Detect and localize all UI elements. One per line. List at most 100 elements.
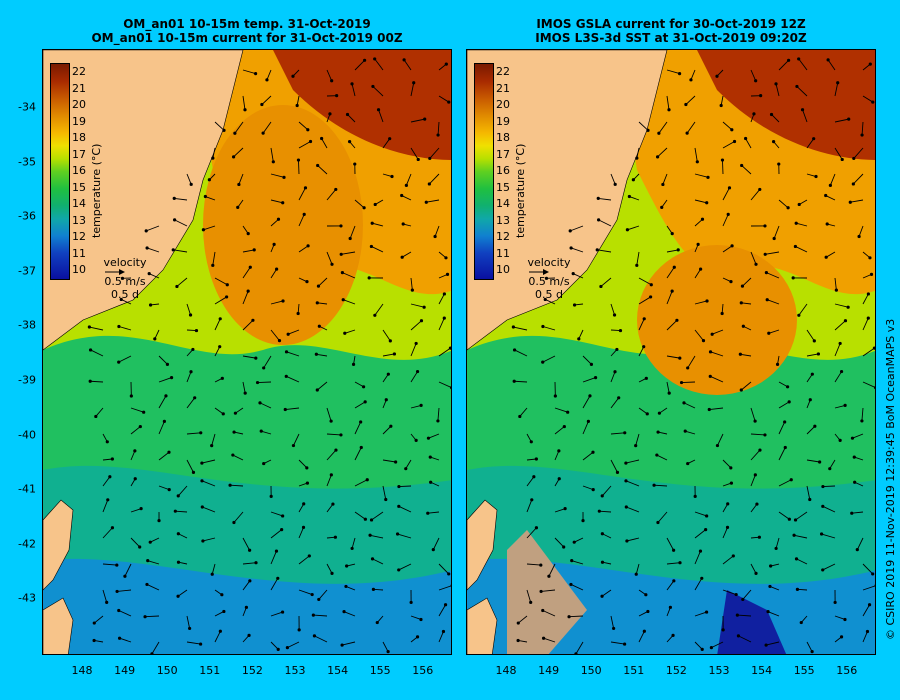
current-arrow-icon — [326, 251, 333, 265]
current-arrow-icon — [711, 641, 724, 649]
current-arrow-head-icon — [568, 229, 572, 233]
current-arrow-head-icon — [786, 206, 790, 210]
current-arrow-icon — [94, 615, 104, 624]
current-arrow-head-icon — [839, 635, 844, 639]
current-arrow-head-icon — [787, 400, 791, 404]
current-arrow-head-icon — [624, 479, 628, 483]
current-arrow-head-icon — [852, 156, 856, 161]
current-arrow-icon — [214, 121, 225, 131]
current-arrow-head-icon — [763, 433, 767, 437]
current-arrow-head-icon — [649, 295, 653, 299]
current-arrow-head-icon — [541, 636, 546, 640]
current-arrow-head-icon — [799, 620, 803, 625]
current-arrow-icon — [766, 272, 780, 279]
current-arrow-icon — [326, 449, 337, 461]
current-arrow-icon — [610, 615, 615, 629]
current-arrow-head-icon — [115, 563, 119, 567]
current-arrow-icon — [636, 251, 640, 266]
current-arrow-icon — [354, 401, 366, 409]
current-arrow-icon — [374, 58, 384, 71]
current-arrow-head-icon — [871, 100, 875, 104]
current-arrow-head-icon — [395, 532, 400, 536]
current-arrow-head-icon — [547, 574, 551, 578]
current-arrow-head-icon — [409, 600, 413, 605]
current-arrow-head-icon — [302, 212, 306, 216]
current-arrow-head-icon — [600, 594, 604, 598]
current-arrow-head-icon — [808, 497, 812, 502]
current-arrow-icon — [834, 82, 839, 97]
current-arrow-icon — [514, 380, 528, 383]
current-arrow-head-icon — [581, 519, 585, 523]
current-arrow-icon — [286, 351, 300, 357]
current-arrow-head-icon — [596, 196, 600, 201]
current-arrow-icon — [806, 485, 811, 500]
current-arrow-icon — [694, 173, 709, 178]
current-arrow-icon — [262, 121, 272, 134]
current-arrow-head-icon — [569, 246, 573, 250]
current-arrow-head-icon — [667, 108, 671, 112]
current-arrow-head-icon — [172, 218, 177, 222]
current-arrow-head-icon — [262, 461, 266, 466]
current-arrow-head-icon — [259, 429, 263, 433]
left-colorbar: 22 21 20 19 18 17 16 15 14 13 12 11 10 temperature (… — [50, 63, 120, 333]
current-arrow-head-icon — [255, 380, 260, 385]
latitude-tick-label: -36 — [18, 209, 36, 223]
current-arrow-icon — [178, 533, 188, 539]
current-arrow-head-icon — [567, 615, 571, 619]
current-arrow-head-icon — [369, 244, 374, 249]
current-arrow-head-icon — [828, 183, 832, 187]
current-arrow-head-icon — [281, 201, 285, 205]
current-arrow-icon — [261, 430, 272, 435]
current-arrow-head-icon — [392, 352, 396, 356]
current-arrow-head-icon — [436, 133, 440, 137]
longitude-tick-label: 155 — [369, 664, 391, 677]
current-arrow-head-icon — [705, 201, 709, 205]
current-arrow-head-icon — [695, 160, 699, 164]
current-arrow-icon — [371, 246, 384, 253]
current-arrow-icon — [354, 421, 362, 435]
current-arrow-icon — [771, 114, 780, 123]
current-arrow-icon — [851, 511, 864, 514]
current-arrow-icon — [318, 589, 328, 600]
current-arrow-head-icon — [232, 430, 236, 434]
current-arrow-icon — [186, 371, 192, 383]
current-arrow-icon — [317, 381, 328, 391]
current-arrow-head-icon — [426, 436, 431, 440]
current-arrow-head-icon — [708, 374, 712, 378]
current-arrow-icon — [750, 433, 765, 436]
current-arrow-head-icon — [334, 187, 338, 192]
current-arrow-icon — [90, 349, 104, 357]
current-arrow-icon — [829, 459, 836, 469]
current-arrow-head-icon — [353, 162, 357, 166]
current-arrow-head-icon — [600, 560, 605, 564]
current-arrow-icon — [158, 377, 172, 383]
current-arrow-head-icon — [262, 366, 266, 370]
current-arrow-head-icon — [233, 411, 238, 415]
latitude-tick-label: -38 — [18, 318, 36, 332]
current-arrow-head-icon — [314, 352, 318, 356]
current-arrow-icon — [626, 537, 640, 542]
current-arrow-head-icon — [244, 605, 248, 609]
current-arrow-head-icon — [246, 289, 250, 293]
current-arrow-head-icon — [758, 187, 762, 192]
current-arrow-icon — [102, 563, 117, 566]
current-arrow-head-icon — [271, 160, 275, 164]
current-arrow-icon — [438, 604, 446, 617]
current-arrow-head-icon — [810, 650, 814, 654]
current-arrow-head-icon — [720, 158, 725, 162]
current-arrow-icon — [438, 631, 444, 643]
current-arrow-icon — [827, 59, 836, 71]
current-arrow-icon — [635, 433, 640, 446]
current-arrow-head-icon — [813, 424, 817, 428]
current-arrow-icon — [582, 451, 594, 461]
current-arrow-icon — [765, 641, 780, 646]
current-arrow-icon — [526, 563, 541, 566]
left-temperature-map — [43, 50, 451, 654]
current-arrow-head-icon — [693, 494, 697, 498]
current-arrow-icon — [666, 562, 681, 565]
current-arrow-head-icon — [138, 545, 142, 549]
current-arrow-icon — [318, 277, 328, 287]
current-arrow-icon — [351, 537, 356, 549]
colorbar-tick-label: 12 — [496, 230, 510, 244]
colorbar-tick-label: 21 — [496, 81, 510, 95]
